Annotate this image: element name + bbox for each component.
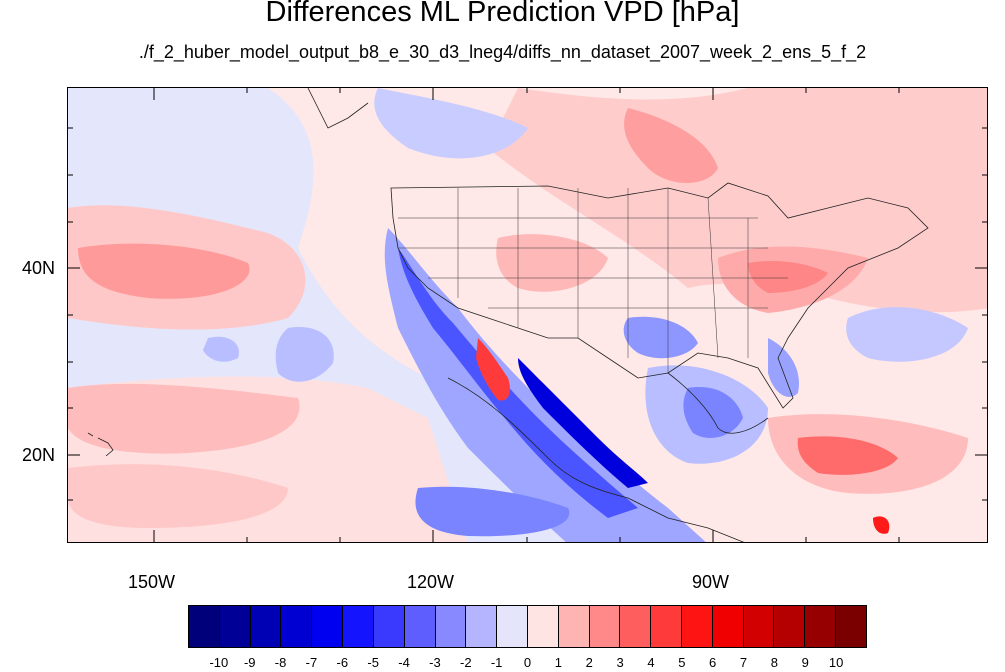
colorbar-box: [712, 606, 744, 647]
colorbar-label: -4: [398, 655, 410, 670]
field-pacific-negative-patch: [275, 327, 334, 382]
field-pacific-negative-patch-2: [203, 336, 239, 362]
colorbar-label: -8: [274, 655, 287, 670]
field-canada-positive: [488, 88, 987, 313]
colorbar-label: 10: [828, 655, 844, 670]
colorbar-box: [312, 606, 344, 647]
colorbar-box: [589, 606, 621, 647]
field-subtropical-positive: [68, 383, 300, 454]
colorbar-box: [281, 606, 313, 647]
colorbar-box: [527, 606, 559, 647]
field-mexico-deep-negative: [518, 358, 648, 488]
colorbar-label: 3: [616, 655, 624, 670]
colorbar-box: [682, 606, 713, 647]
field-caribbean-core: [797, 436, 898, 475]
colorbar-label: -10: [209, 655, 229, 670]
field-southwest-positive: [496, 234, 608, 292]
field-florida-negative: [768, 338, 799, 397]
vpd-difference-field: [68, 88, 987, 542]
field-pacific-positive-core: [78, 243, 250, 299]
mexico-coast: [447, 377, 745, 542]
colorbar-label: -7: [305, 655, 318, 670]
field-baja-coast-core: [398, 248, 638, 518]
alaska-coast: [307, 88, 369, 129]
lon-label-90w: 90W: [692, 572, 730, 592]
colorbar-box: [219, 606, 251, 647]
colorbar-label: -1: [490, 655, 503, 670]
colorbar-box: [435, 606, 467, 647]
colorbar-box: [497, 606, 528, 647]
lon-label-120w: 120W: [407, 572, 455, 592]
colorbar-box: [774, 606, 806, 647]
colorbar-label: 2: [585, 655, 593, 670]
colorbar-box: [404, 606, 436, 647]
colorbar-label: 6: [709, 655, 717, 670]
colorbar-box: [466, 606, 498, 647]
gulf-coast: [667, 372, 769, 434]
chart-subtitle: ./f_2_huber_model_output_b8_e_30_d3_lneg…: [138, 42, 867, 62]
colorbar-box: [651, 606, 682, 647]
field-texas-negative: [623, 316, 698, 359]
colorbar-label: -2: [459, 655, 472, 670]
colorbar-box: [743, 606, 775, 647]
colorbar-label: -9: [243, 655, 256, 670]
colorbar-label: 0: [523, 655, 532, 670]
colorbar-box: [373, 606, 405, 647]
field-atlantic-negative: [846, 307, 968, 362]
colorbar-box: [250, 606, 282, 647]
colorbar-label: 7: [739, 655, 748, 670]
lat-label-20n: 20N: [22, 445, 56, 465]
field-canada-core: [624, 108, 718, 183]
colorbar-box: [343, 606, 374, 647]
hawaii-islands: [87, 432, 114, 457]
field-south-positive-spot: [873, 516, 890, 534]
lat-label-40n: 40N: [22, 258, 56, 278]
colorbar-box: [620, 606, 652, 647]
colorbar-label: -5: [367, 655, 379, 670]
field-gulf-california-positive: [476, 338, 510, 401]
map-plot-area: [67, 87, 988, 543]
field-tropical-positive: [68, 464, 288, 528]
chart-title: Differences ML Prediction VPD [hPa]: [265, 0, 740, 28]
colorbar: [188, 605, 867, 648]
colorbar-label: -3: [429, 655, 441, 670]
field-baja-coast-negative: [384, 228, 706, 542]
lon-label-150w: 150W: [128, 572, 176, 592]
state-borders: [398, 188, 788, 373]
colorbar-box: [558, 606, 590, 647]
colorbar-label: 5: [678, 655, 686, 670]
colorbar-label: -6: [336, 655, 349, 670]
colorbar-label: 1: [554, 655, 562, 670]
colorbar-label: 9: [801, 655, 809, 670]
colorbar-label: 4: [647, 655, 655, 670]
colorbar-box: [836, 606, 866, 647]
colorbar-label: 8: [770, 655, 779, 670]
field-north-negative: [374, 88, 528, 159]
field-eastus-core: [748, 261, 828, 293]
colorbar-box: [189, 606, 220, 647]
field-pacific-mexico-negative: [415, 486, 570, 537]
us-outline: [390, 182, 929, 409]
colorbar-box: [805, 606, 837, 647]
